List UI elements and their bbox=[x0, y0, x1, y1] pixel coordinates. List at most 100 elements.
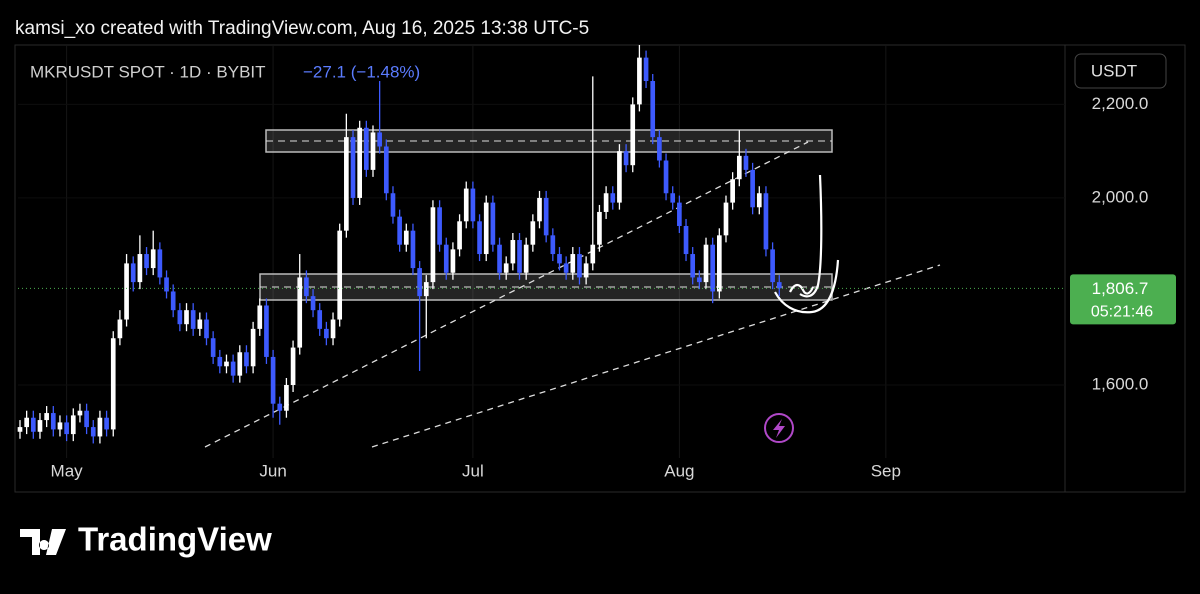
candle-body bbox=[204, 319, 209, 339]
candle-body bbox=[297, 277, 303, 348]
candle-body bbox=[37, 420, 43, 432]
candle-body bbox=[177, 310, 183, 325]
candle-body bbox=[623, 151, 629, 166]
candle-body bbox=[563, 263, 569, 273]
candle-body bbox=[457, 221, 462, 250]
candle-body bbox=[144, 254, 149, 269]
candle-body bbox=[750, 169, 755, 208]
candle-body bbox=[503, 263, 509, 273]
candle-body bbox=[710, 244, 716, 292]
candle-body bbox=[643, 57, 649, 82]
candle-body bbox=[550, 235, 556, 255]
candle-body bbox=[157, 249, 163, 278]
candle-body bbox=[377, 132, 382, 147]
candle-body bbox=[237, 352, 243, 376]
candle-body bbox=[150, 249, 156, 269]
candle-body bbox=[736, 155, 742, 180]
candles bbox=[17, 45, 782, 444]
candle-body bbox=[657, 137, 662, 161]
candle-body bbox=[663, 160, 669, 194]
hand-drawn-curve bbox=[799, 174, 823, 298]
last-price: 1,806.7 05:21:46 bbox=[18, 274, 1176, 325]
candle-body bbox=[90, 427, 96, 437]
candle-body bbox=[270, 356, 276, 404]
candle-body bbox=[637, 57, 642, 105]
change: −27.1 (−1.48%) bbox=[303, 62, 420, 81]
candle-body bbox=[350, 137, 356, 198]
candle-body bbox=[530, 221, 536, 245]
candle-body bbox=[110, 338, 116, 430]
candle-body bbox=[330, 319, 336, 339]
candle-body bbox=[197, 319, 203, 329]
candle-body bbox=[510, 240, 516, 264]
candle-body bbox=[537, 197, 542, 222]
candle-body bbox=[170, 291, 176, 311]
candle-body bbox=[423, 282, 429, 297]
candle-body bbox=[57, 422, 63, 430]
candle-body bbox=[257, 305, 263, 329]
candle-body bbox=[364, 127, 369, 170]
grid bbox=[18, 45, 1065, 458]
candle-body bbox=[317, 310, 323, 329]
candle-body bbox=[756, 193, 762, 208]
candle-body bbox=[290, 347, 296, 385]
candle-body bbox=[104, 417, 109, 430]
currency-button[interactable] bbox=[1074, 53, 1167, 89]
credit: kamsi_xo created with TradingView.com, A… bbox=[15, 18, 589, 39]
candle-body bbox=[610, 193, 616, 203]
candle-body bbox=[184, 310, 189, 325]
candle-body bbox=[703, 244, 709, 283]
lightning-icon[interactable] bbox=[764, 413, 794, 443]
candle-body bbox=[24, 417, 29, 428]
candle-body bbox=[490, 202, 496, 245]
candle-body bbox=[370, 132, 376, 170]
y-tick-label: 2,000.0 bbox=[1092, 187, 1149, 206]
candle-body bbox=[210, 338, 216, 357]
candle-body bbox=[390, 193, 396, 217]
candle-body bbox=[137, 254, 143, 283]
icon-bolt bbox=[773, 419, 785, 438]
hand-drawn-curve bbox=[774, 259, 840, 314]
candle-body bbox=[410, 230, 416, 269]
candle-body bbox=[716, 235, 722, 292]
symbol: MKRUSDT SPOT · 1D · BYBIT bbox=[30, 62, 266, 81]
candle-body bbox=[50, 413, 56, 430]
candle-body bbox=[77, 410, 83, 416]
last-price-label: 1,806.7 bbox=[1092, 279, 1149, 298]
candle-body bbox=[284, 384, 289, 411]
candle-body bbox=[483, 202, 489, 255]
candle-body bbox=[417, 268, 422, 297]
candle-body bbox=[477, 221, 482, 255]
candle-body bbox=[630, 104, 636, 166]
candle-body bbox=[597, 211, 602, 245]
brand-name: TradingView bbox=[78, 521, 272, 558]
candle-body bbox=[164, 277, 169, 292]
candle-body bbox=[677, 202, 682, 226]
candle-body bbox=[217, 356, 223, 367]
candle-body bbox=[190, 310, 196, 329]
candle-body bbox=[450, 249, 456, 273]
candle-body bbox=[543, 197, 549, 236]
candle-body bbox=[443, 244, 449, 273]
candle-body bbox=[743, 155, 749, 170]
candle-body bbox=[463, 188, 469, 222]
candle-body bbox=[437, 207, 442, 245]
candle-body bbox=[523, 244, 529, 273]
candle-body bbox=[230, 361, 236, 376]
candle-body bbox=[337, 230, 343, 320]
candle-body bbox=[97, 417, 103, 437]
candle-body bbox=[517, 240, 522, 273]
candle-body bbox=[250, 328, 256, 367]
countdown: 05:21:46 bbox=[1091, 304, 1153, 321]
y-tick-label: 2,200.0 bbox=[1092, 94, 1149, 113]
candle-body bbox=[124, 263, 129, 320]
candle-body bbox=[770, 249, 775, 283]
candle-body bbox=[30, 417, 36, 432]
candle-body bbox=[497, 244, 502, 273]
chart-frame bbox=[14, 44, 1186, 493]
candle-body bbox=[570, 254, 576, 273]
support-zone bbox=[259, 273, 833, 301]
candle-body bbox=[244, 352, 249, 367]
candle-body bbox=[403, 230, 409, 245]
